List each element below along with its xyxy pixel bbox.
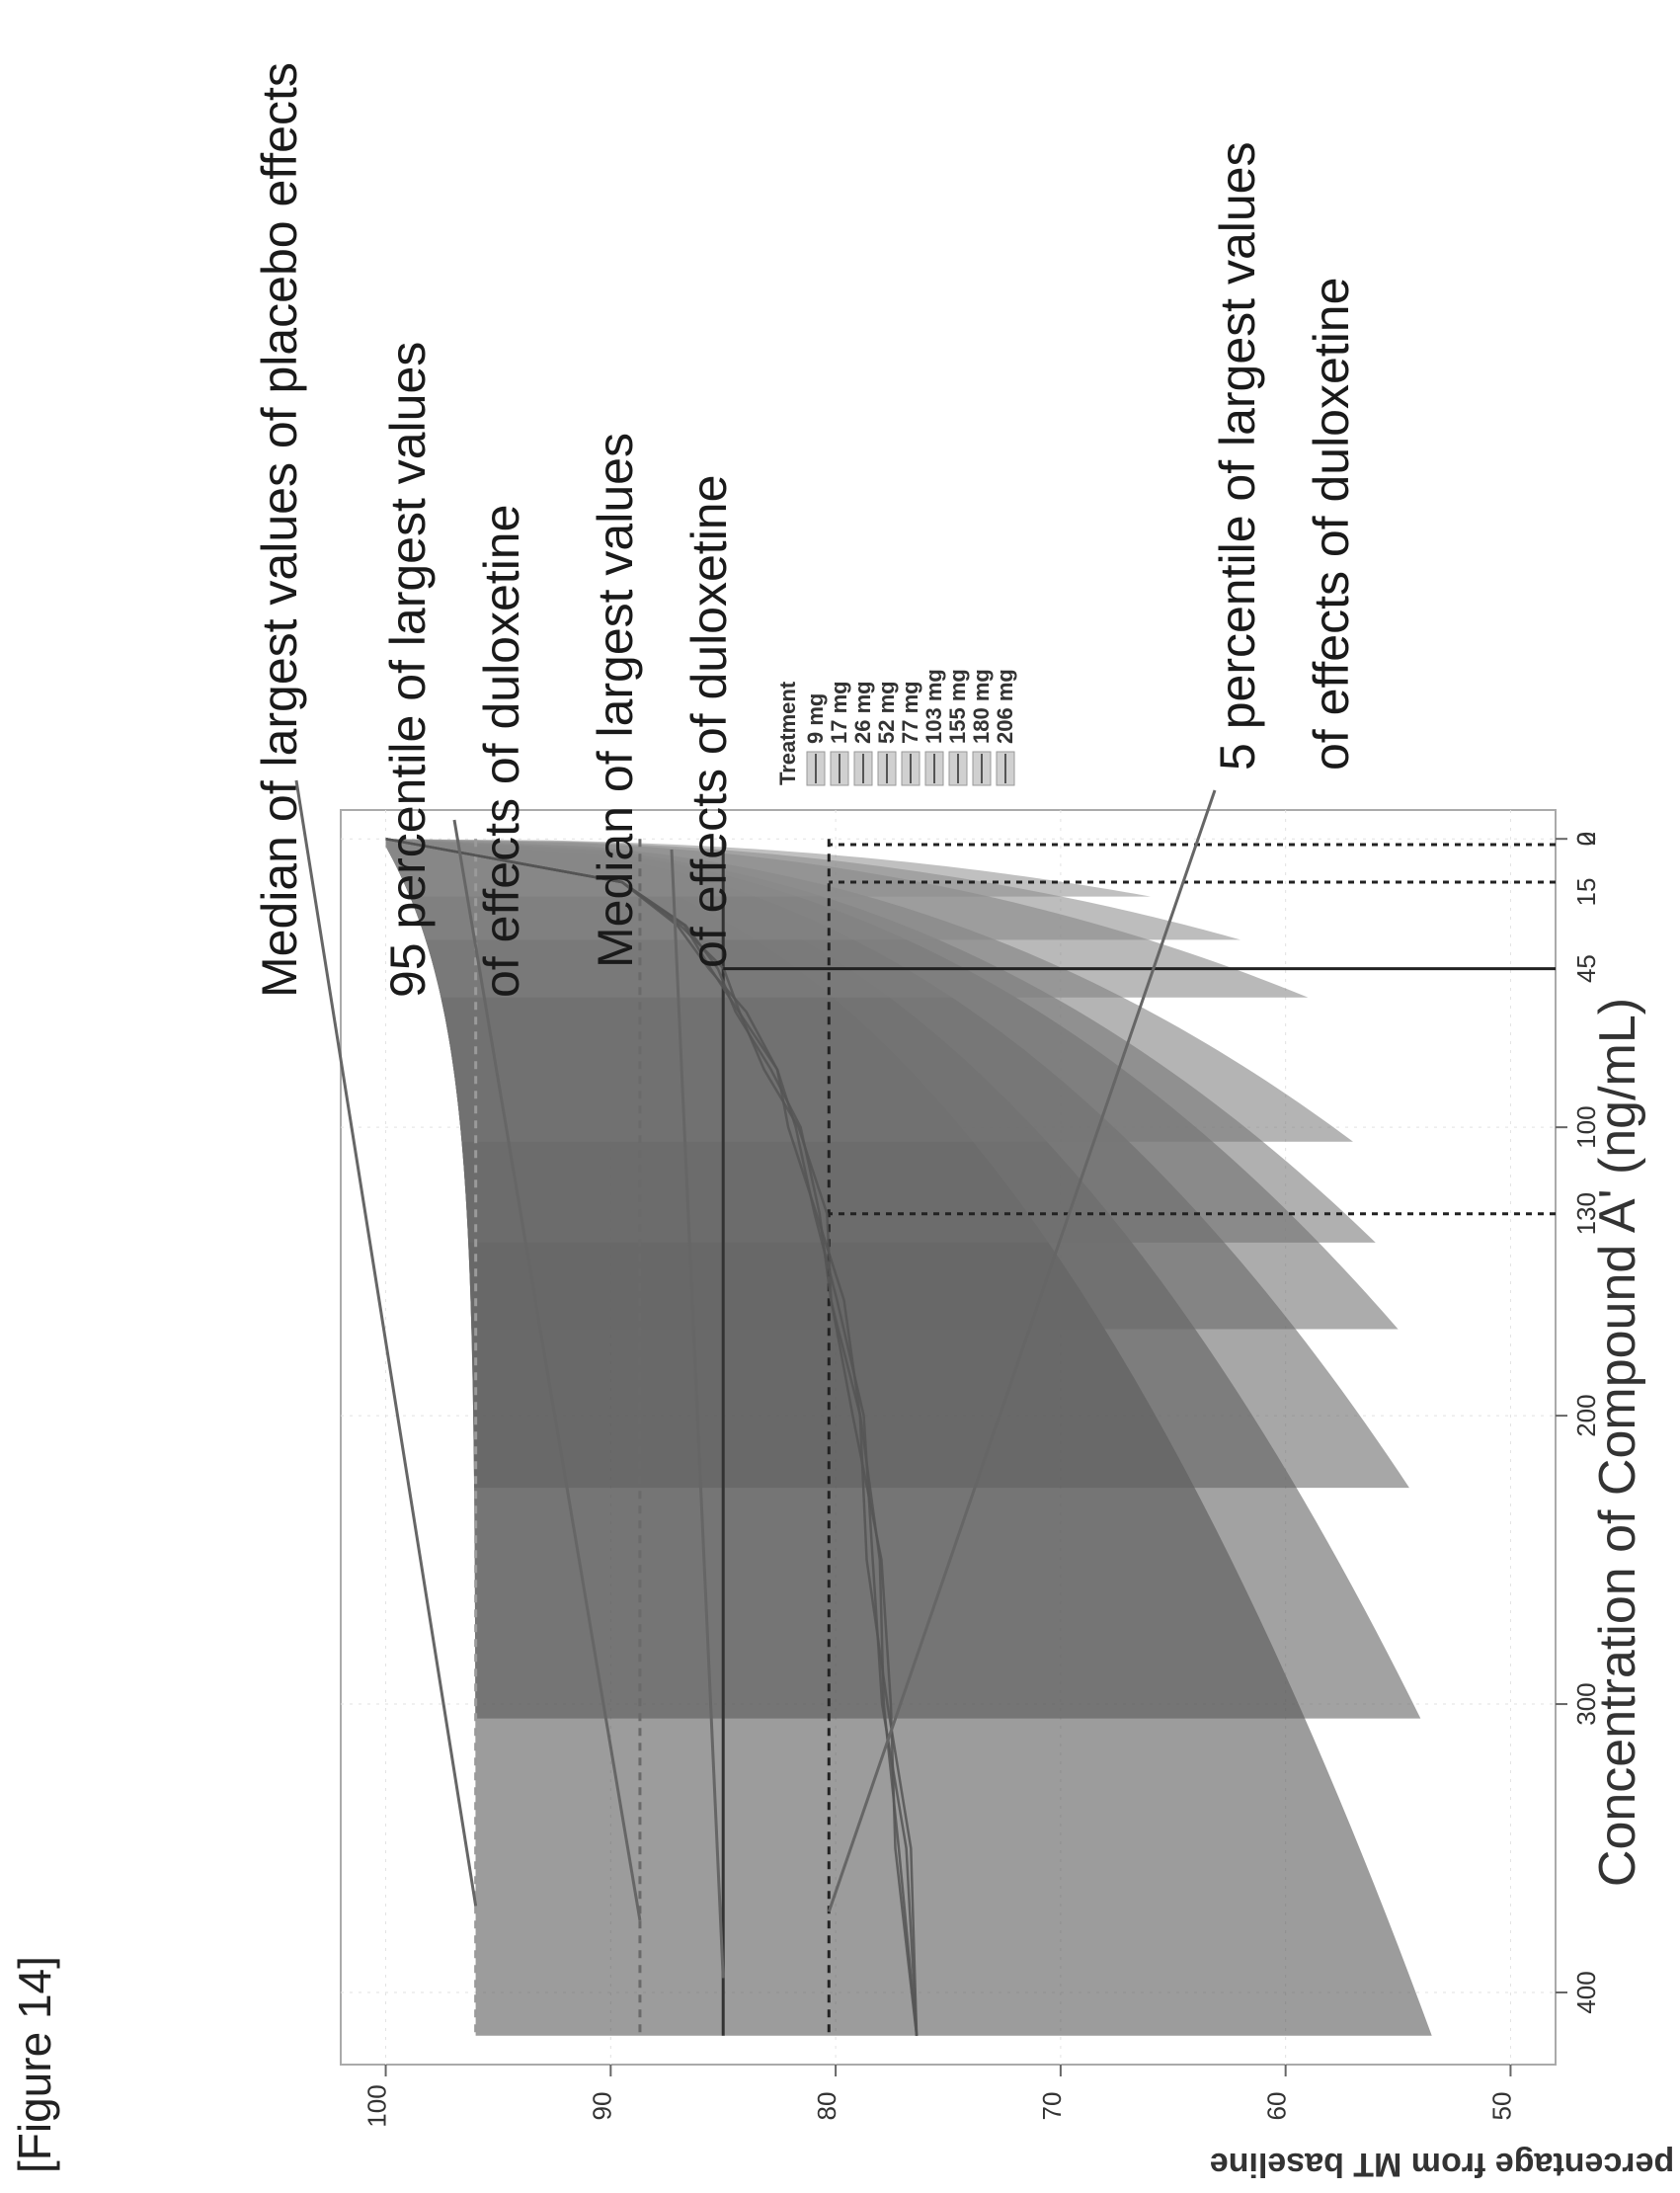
axis-ticks: 50 60 70 80 90 100 0 100 200 300 400 [362,832,1601,2128]
legend-entry: 17 mg [827,681,851,744]
legend-entry: 77 mg [898,681,922,744]
y-tick-label: 100 [362,2084,392,2127]
median-curve [385,837,919,2036]
annotation-text: of effects of duloxetine [681,475,737,968]
x-tick-label: 100 [1571,1105,1601,1148]
annotation-text: of effects of duloxetine [1304,278,1359,771]
median-curves [385,837,919,2036]
x-tick-label: 400 [1571,1971,1601,2013]
concentration-markers: 2 15 45 130 [723,832,1601,1235]
marker-label-45: 45 [1571,954,1601,983]
marker-label-15: 15 [1571,878,1601,907]
y-tick-label: 90 [587,2092,616,2121]
median-curve [385,837,919,2036]
legend: Treatment 9 mg 17 mg 26 mg 52 mg 77 mg 103 mg 1… [775,669,1017,786]
x-tick-label: 300 [1571,1682,1601,1725]
annotation-text: Median of largest values [588,433,643,968]
x-tick-label: 200 [1571,1394,1601,1436]
legend-entry: 103 mg [921,669,946,744]
annotation-leader [452,819,642,1921]
annotation-text: of effects of duloxetine [474,505,529,998]
annotation-text: 5 percentile of largest values [1210,142,1265,771]
prediction-bands [385,839,1432,2036]
legend-entry: 206 mg [993,669,1017,744]
marker-label-2: 2 [1571,832,1601,846]
annotation-text: 95 percentile of largest values [380,342,436,998]
y-axis-label: percentage from MT baseline [1210,2146,1674,2183]
y-tick-label: 60 [1262,2092,1292,2121]
annotation-leader [827,789,1217,1912]
legend-box: Treatment 9 mg 17 mg 26 mg 52 mg 77 mg 103 mg 1… [775,669,1017,786]
legend-entry: 52 mg [874,681,899,744]
reference-lines [474,839,831,2036]
annotations: Median of largest values of placebo effe… [252,62,1359,1979]
legend-entry: 155 mg [945,669,970,744]
x-axis-label: Concentration of Compound A' (ng/mL) [1589,998,1646,1887]
y-tick-label: 50 [1486,2092,1516,2121]
annotation-leader [294,779,478,1907]
legend-entry: 9 mg [803,693,828,744]
annotation-text: Median of largest values of placebo effe… [252,62,307,998]
marker-label-130: 130 [1571,1192,1601,1235]
legend-title: Treatment [775,681,800,785]
annotation-leader [670,849,725,1979]
legend-entry: 26 mg [850,681,875,744]
x-tick-label: 0 [1571,832,1601,846]
legend-entry: 180 mg [969,669,994,744]
y-tick-label: 80 [812,2092,841,2121]
y-tick-label: 70 [1037,2092,1067,2121]
